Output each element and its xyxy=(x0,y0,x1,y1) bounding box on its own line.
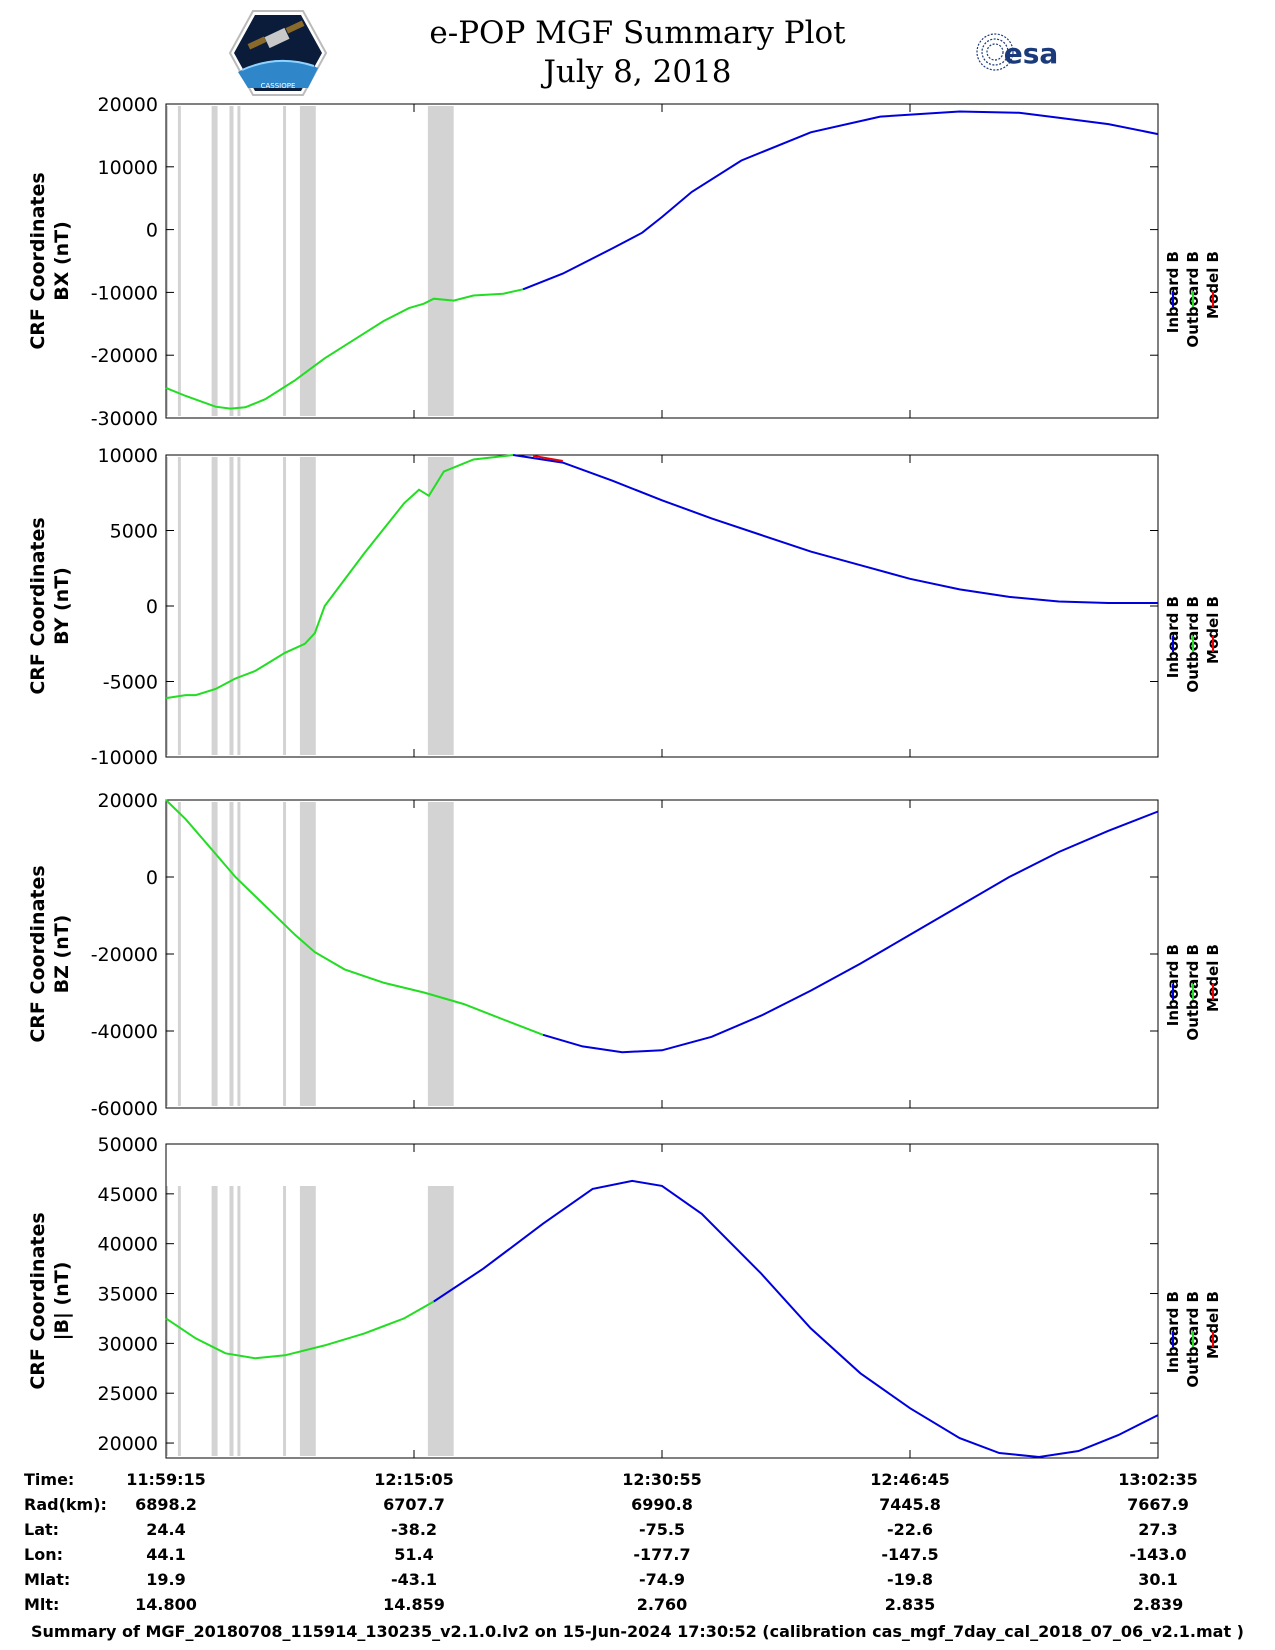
data-gap-band xyxy=(427,802,454,1106)
data-gap-band xyxy=(237,1186,241,1456)
data-gap-band xyxy=(211,1186,218,1456)
esa-logo-text: esa xyxy=(1004,37,1059,70)
series-line-outboard xyxy=(165,454,514,700)
y-tick-label: 40000 xyxy=(98,1234,158,1256)
y-axis-label: CRF Coordinates xyxy=(27,865,49,1042)
y-axis-label: BY (nT) xyxy=(51,567,73,645)
data-gap-band xyxy=(229,457,234,755)
data-gap-band xyxy=(177,802,181,1106)
data-gap-band xyxy=(427,106,454,416)
data-gap-band xyxy=(299,1186,316,1456)
series-line-outboard xyxy=(165,288,524,410)
y-tick-label: -10000 xyxy=(91,747,158,769)
data-gap-band xyxy=(211,106,218,416)
y-tick-label: 25000 xyxy=(98,1383,158,1405)
y-tick-label: -30000 xyxy=(91,408,158,430)
y-tick-label: 5000 xyxy=(110,521,158,543)
data-gap-band xyxy=(177,1186,181,1456)
y-axis-label: BZ (nT) xyxy=(51,915,73,994)
data-gap-band xyxy=(166,106,168,416)
series-line-inboard xyxy=(522,110,1159,291)
data-gap-band xyxy=(299,106,316,416)
data-gap-band xyxy=(229,1186,234,1456)
cassiope-mission-logo: CASSIOPE xyxy=(228,10,328,96)
y-tick-label: -20000 xyxy=(91,944,158,966)
y-axis-label: CRF Coordinates xyxy=(27,517,49,694)
y-tick-label: 35000 xyxy=(98,1284,158,1306)
data-gap-band xyxy=(427,457,454,755)
y-axis-label: CRF Coordinates xyxy=(27,172,49,349)
data-gap-band xyxy=(283,457,287,755)
y-tick-label: -60000 xyxy=(91,1098,158,1120)
data-gap-band xyxy=(237,106,241,416)
y-tick-label: 20000 xyxy=(98,1433,158,1455)
data-gap-band xyxy=(299,457,316,755)
y-tick-label: 0 xyxy=(146,596,158,618)
y-tick-label: 0 xyxy=(146,220,158,242)
y-axis-label: |B| (nT) xyxy=(51,1262,73,1341)
y-tick-label: -5000 xyxy=(103,672,158,694)
data-gap-band xyxy=(427,1186,454,1456)
data-gap-band xyxy=(237,457,241,755)
y-tick-label: -40000 xyxy=(91,1021,158,1043)
data-gap-band xyxy=(229,106,234,416)
title-line-2: July 8, 2018 xyxy=(543,54,732,90)
y-tick-label: 45000 xyxy=(98,1184,158,1206)
data-gap-band xyxy=(166,1186,168,1456)
data-gap-band xyxy=(283,802,287,1106)
y-tick-label: 10000 xyxy=(98,445,158,467)
y-tick-label: -10000 xyxy=(91,282,158,304)
data-gap-band xyxy=(177,457,181,755)
y-tick-label: 20000 xyxy=(98,790,158,812)
series-line-outboard xyxy=(165,799,544,1036)
title-line-1: e-POP MGF Summary Plot xyxy=(429,15,846,51)
plot-title: e-POP MGF Summary Plot July 8, 2018 xyxy=(0,14,1275,92)
y-tick-label: 50000 xyxy=(98,1134,158,1156)
legend-label: Model B xyxy=(1204,251,1222,319)
data-gap-band xyxy=(211,457,218,755)
y-tick-label: 0 xyxy=(146,867,158,889)
data-gap-band xyxy=(237,802,241,1106)
series-line-inboard xyxy=(513,454,1158,604)
data-gap-band xyxy=(283,106,287,416)
satellite-icon xyxy=(247,20,305,50)
data-gap-band xyxy=(177,106,181,416)
esa-logo: esa xyxy=(976,33,1059,71)
y-tick-label: -20000 xyxy=(91,345,158,367)
data-gap-band xyxy=(229,802,234,1106)
legend-label: Model B xyxy=(1204,944,1222,1012)
esa-swirl-icon xyxy=(976,33,1014,71)
cassiope-logo-text: CASSIOPE xyxy=(261,82,296,90)
summary-line: Summary of MGF_20180708_115914_130235_v2… xyxy=(31,1622,1244,1641)
series-line-model xyxy=(532,454,563,462)
y-tick-label: 30000 xyxy=(98,1333,158,1355)
series-line-outboard xyxy=(165,1300,435,1360)
y-tick-label: 10000 xyxy=(98,157,158,179)
y-tick-label: 20000 xyxy=(98,94,158,116)
series-line-inboard xyxy=(433,1179,1159,1459)
data-gap-band xyxy=(283,1186,287,1456)
y-axis-label: BX (nT) xyxy=(51,221,73,301)
legend-label: Model B xyxy=(1204,596,1222,664)
series-line-inboard xyxy=(542,810,1159,1054)
data-gap-band xyxy=(299,802,316,1106)
data-gap-band xyxy=(211,802,218,1106)
y-axis-label: CRF Coordinates xyxy=(27,1212,49,1389)
legend-label: Model B xyxy=(1204,1291,1222,1359)
